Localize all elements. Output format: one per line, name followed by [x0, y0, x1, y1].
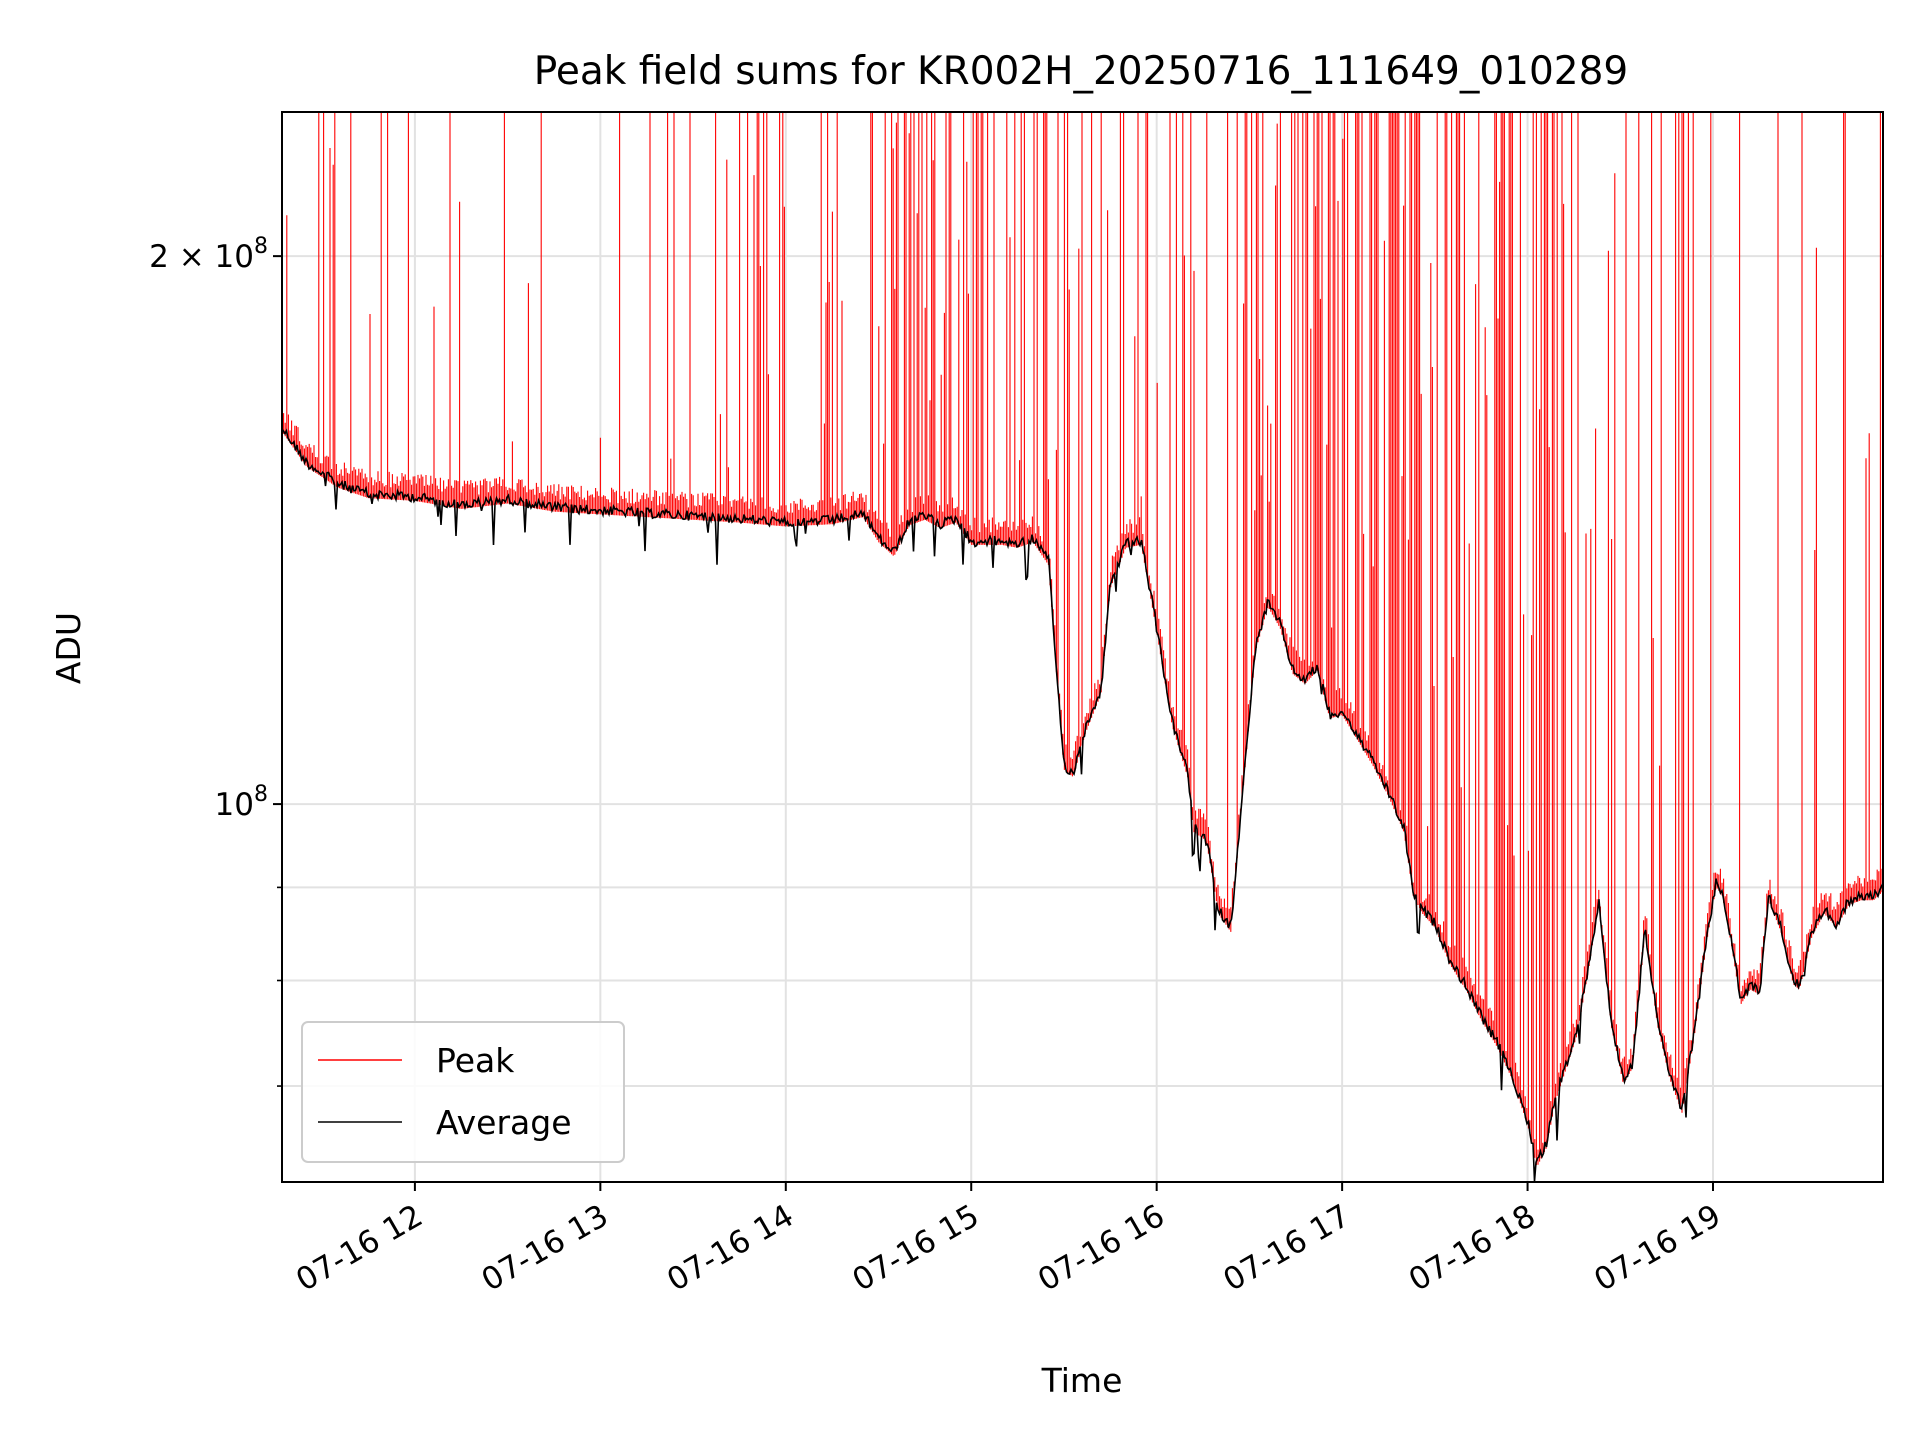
plot-frame [281, 111, 1884, 1183]
x-axis-label: Time [1041, 1361, 1123, 1400]
chart-title: Peak field sums for KR002H_20250716_1116… [534, 49, 1629, 94]
y-tick-label: 2 × 108 [149, 234, 268, 275]
legend-average-label: Average [436, 1103, 572, 1142]
y-axis-label: ADU [49, 612, 88, 684]
average-series-line [281, 428, 1884, 1182]
legend-peak-label: Peak [436, 1041, 515, 1080]
legend-box [301, 1021, 625, 1163]
legend: Peak Average [301, 1021, 625, 1163]
